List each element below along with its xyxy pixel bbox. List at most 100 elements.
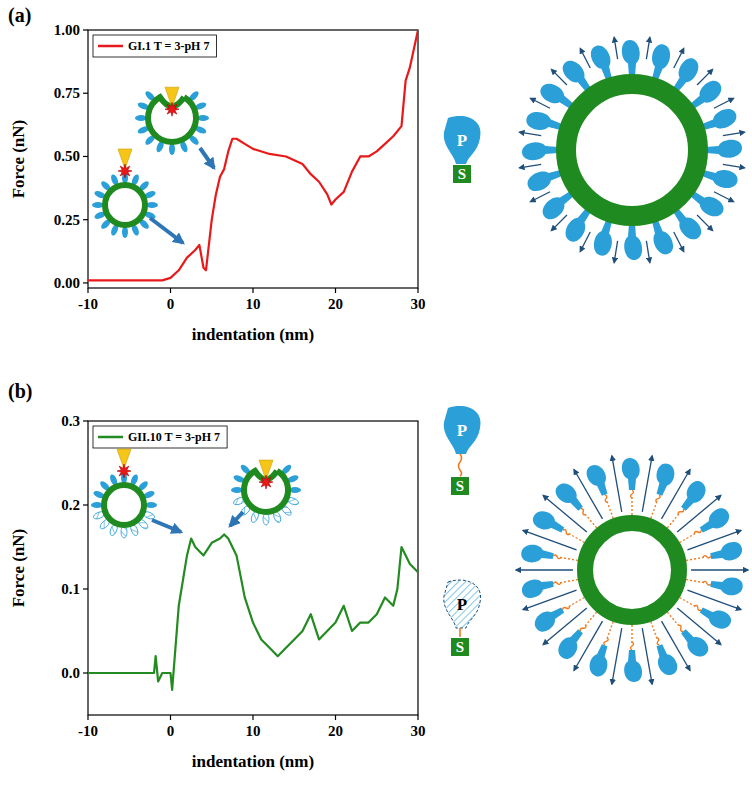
outward-arrow [519, 132, 541, 135]
linker [607, 500, 613, 518]
data-line [88, 30, 418, 280]
mini-capsid [92, 149, 158, 238]
mini-shell [105, 185, 145, 225]
gap-group [519, 132, 541, 135]
legend: GI.1 T = 3-pH 7 [93, 35, 216, 57]
outward-arrow [723, 164, 745, 167]
x-tick-label: 30 [411, 723, 426, 739]
protrusion [697, 601, 734, 633]
domain-p [444, 406, 481, 454]
gap-group [674, 232, 684, 252]
x-tick [417, 715, 418, 720]
contact-star [165, 102, 179, 116]
legend-swatch [98, 436, 123, 439]
y-tick-label: 0.00 [54, 275, 80, 291]
mini-shell [104, 485, 144, 525]
y-tick-label: 0.1 [61, 581, 80, 597]
shell-ring [585, 523, 679, 617]
linker [667, 612, 679, 627]
protrusion [622, 40, 640, 76]
linker-hinge [694, 605, 702, 612]
y-tick-label: 0.75 [54, 85, 80, 101]
outward-arrow [723, 132, 745, 135]
linker-hinge [703, 555, 711, 559]
outward-arrow [614, 37, 617, 59]
protrusion [530, 507, 567, 539]
gap-group [530, 192, 550, 202]
x-tick-label: 10 [246, 296, 261, 312]
gap-group [723, 132, 745, 135]
linker-hinge [553, 555, 561, 559]
y-tick [83, 29, 88, 30]
x-tick-label: -10 [78, 296, 98, 312]
x-tick-label: -10 [78, 723, 98, 739]
gap-group [642, 456, 652, 512]
protrusion [622, 458, 640, 490]
mini-capsid [91, 449, 157, 538]
contact-star [259, 475, 273, 489]
linker-hinge [655, 494, 661, 503]
linker-hinge [631, 642, 634, 650]
outward-arrow [612, 456, 622, 512]
linker-hinge [579, 508, 586, 516]
y-tick [83, 219, 88, 220]
linker [568, 533, 584, 543]
plot-frame [88, 421, 418, 715]
protrusion [706, 140, 742, 158]
linker [631, 496, 632, 515]
linker-hinge [562, 529, 570, 536]
outward-arrow [516, 569, 573, 570]
y-tick-label: 0.50 [54, 148, 80, 164]
linker [607, 622, 613, 640]
domain-p-label: P [457, 595, 467, 614]
linker [584, 612, 596, 627]
pointer-arrow [230, 512, 243, 526]
protrusion [584, 462, 612, 498]
gap-group [723, 164, 745, 167]
protrusion [652, 642, 680, 678]
gap-group [646, 241, 649, 263]
plot-frame [88, 30, 418, 288]
gap-group [614, 241, 617, 263]
linker [584, 513, 596, 528]
legend-box [93, 426, 227, 448]
domain-p [444, 580, 481, 628]
data-line [88, 534, 418, 689]
linker-hinge [655, 637, 661, 646]
gap-group [516, 570, 573, 571]
protrusion [624, 650, 642, 682]
gap-group [612, 628, 622, 684]
linker-hinge [631, 490, 634, 498]
panel-label: (b) [8, 380, 32, 403]
outward-arrow [614, 241, 617, 263]
protrusion [677, 625, 711, 661]
linker-hinge [603, 494, 609, 503]
gap-group [714, 98, 734, 108]
mini-capsid [135, 87, 209, 155]
protrusion [531, 603, 568, 635]
x-axis-title: indentation (nm) [192, 325, 314, 344]
capsid-schematic [516, 456, 748, 684]
legend: GII.10 T = 3-pH 7 [93, 426, 227, 448]
linker [459, 454, 462, 476]
outward-arrow [674, 232, 684, 252]
y-tick-label: 0.25 [54, 212, 80, 228]
protrusion [696, 505, 733, 537]
x-tick-label: 30 [411, 296, 426, 312]
domain-p-label: P [457, 131, 467, 150]
y-tick-label: 0.0 [61, 665, 80, 681]
gap-group [574, 621, 603, 670]
x-axis-title: indentation (nm) [192, 752, 314, 771]
outward-arrow [662, 470, 691, 519]
linker-hinge [553, 581, 561, 585]
outward-arrow [519, 164, 541, 167]
outward-arrow [612, 628, 622, 684]
domain-s-label: S [456, 639, 464, 655]
linker-hinge [677, 624, 684, 632]
domain-s [453, 165, 471, 183]
panel-label: (a) [8, 4, 31, 27]
outward-arrow [574, 621, 603, 670]
linker [559, 557, 578, 560]
y-tick [83, 420, 88, 421]
linker [568, 598, 584, 608]
